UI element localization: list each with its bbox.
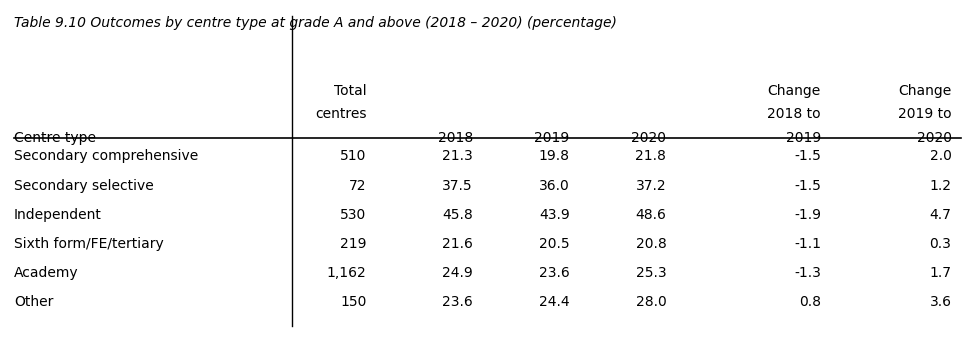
- Text: 2018 to: 2018 to: [767, 107, 821, 121]
- Text: 3.6: 3.6: [929, 295, 952, 309]
- Text: 1.7: 1.7: [929, 266, 952, 280]
- Text: -1.3: -1.3: [794, 266, 821, 280]
- Text: 37.2: 37.2: [636, 178, 666, 193]
- Text: 510: 510: [340, 150, 367, 164]
- Text: 24.4: 24.4: [539, 295, 569, 309]
- Text: Academy: Academy: [14, 266, 78, 280]
- Text: 19.8: 19.8: [538, 150, 569, 164]
- Text: Independent: Independent: [14, 208, 101, 222]
- Text: 20.5: 20.5: [539, 237, 569, 251]
- Text: 530: 530: [340, 208, 367, 222]
- Text: 1.2: 1.2: [929, 178, 952, 193]
- Text: 43.9: 43.9: [539, 208, 569, 222]
- Text: -1.1: -1.1: [794, 237, 821, 251]
- Text: Table 9.10 Outcomes by centre type at grade A and above (2018 – 2020) (percentag: Table 9.10 Outcomes by centre type at gr…: [14, 16, 617, 30]
- Text: 45.8: 45.8: [443, 208, 473, 222]
- Text: 23.6: 23.6: [443, 295, 473, 309]
- Text: 2019: 2019: [534, 131, 569, 145]
- Text: 4.7: 4.7: [929, 208, 952, 222]
- Text: centres: centres: [315, 107, 367, 121]
- Text: Change: Change: [898, 84, 952, 98]
- Text: 36.0: 36.0: [539, 178, 569, 193]
- Text: -1.5: -1.5: [794, 178, 821, 193]
- Text: 2018: 2018: [438, 131, 473, 145]
- Text: 25.3: 25.3: [636, 266, 666, 280]
- Text: 2020: 2020: [916, 131, 952, 145]
- Text: Change: Change: [767, 84, 821, 98]
- Text: 28.0: 28.0: [636, 295, 666, 309]
- Text: 72: 72: [349, 178, 367, 193]
- Text: 2.0: 2.0: [929, 150, 952, 164]
- Text: 150: 150: [340, 295, 367, 309]
- Text: 0.3: 0.3: [929, 237, 952, 251]
- Text: Sixth form/FE/tertiary: Sixth form/FE/tertiary: [14, 237, 164, 251]
- Text: Total: Total: [334, 84, 367, 98]
- Text: 0.8: 0.8: [799, 295, 821, 309]
- Text: 21.6: 21.6: [442, 237, 473, 251]
- Text: Secondary selective: Secondary selective: [14, 178, 154, 193]
- Text: -1.9: -1.9: [794, 208, 821, 222]
- Text: 21.8: 21.8: [636, 150, 666, 164]
- Text: 21.3: 21.3: [443, 150, 473, 164]
- Text: -1.5: -1.5: [794, 150, 821, 164]
- Text: 2019: 2019: [786, 131, 821, 145]
- Text: 24.9: 24.9: [443, 266, 473, 280]
- Text: 1,162: 1,162: [327, 266, 367, 280]
- Text: Other: Other: [14, 295, 54, 309]
- Text: Centre type: Centre type: [14, 131, 96, 145]
- Text: 2019 to: 2019 to: [898, 107, 952, 121]
- Text: 219: 219: [340, 237, 367, 251]
- Text: 20.8: 20.8: [636, 237, 666, 251]
- Text: 48.6: 48.6: [636, 208, 666, 222]
- Text: 2020: 2020: [632, 131, 666, 145]
- Text: Secondary comprehensive: Secondary comprehensive: [14, 150, 198, 164]
- Text: 23.6: 23.6: [539, 266, 569, 280]
- Text: 37.5: 37.5: [443, 178, 473, 193]
